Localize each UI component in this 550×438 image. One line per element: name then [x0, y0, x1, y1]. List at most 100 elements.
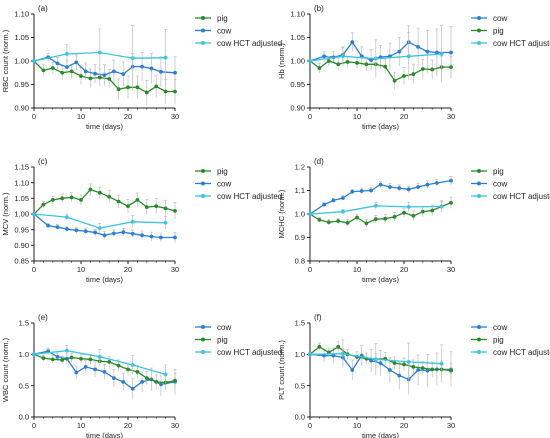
chart-panel: (f) 0 10 20 30 0.0 0.5 1.0 1.5 time (days) PLT cou…: [277, 313, 550, 438]
x-tick-label: 20: [124, 112, 132, 121]
y-tick-label: 0.95: [14, 225, 29, 234]
data-point: [341, 351, 345, 356]
series-cow_hct: [32, 212, 168, 233]
data-point: [32, 59, 36, 63]
data-point: [116, 87, 121, 92]
chart-panel: (e) 0 10 20 30 0.0 0.5 1.0 1.5 time (days) WBC cou…: [1, 313, 282, 438]
data-point: [439, 361, 444, 366]
data-point: [88, 187, 93, 192]
data-point: [65, 227, 69, 231]
data-point: [135, 85, 140, 90]
data-point: [116, 199, 121, 204]
y-tick-label: 0.0: [295, 413, 305, 422]
data-point: [83, 69, 88, 74]
panel-tag: (c): [38, 157, 48, 166]
data-point: [102, 233, 107, 238]
legend-swatch-marker: [201, 28, 205, 33]
data-point: [93, 71, 97, 76]
data-point: [107, 194, 112, 199]
data-point: [326, 59, 331, 63]
y-tick-label: 1.2: [295, 163, 305, 172]
legend-label: cow: [217, 323, 231, 332]
y-tick-label: 1.10: [14, 10, 29, 19]
data-point: [369, 58, 373, 62]
data-point: [383, 216, 388, 221]
data-point: [341, 196, 345, 200]
y-tick-label: 1.1: [295, 186, 305, 195]
data-point: [378, 361, 383, 366]
y-axis-title: Hb (norm.): [277, 43, 286, 79]
data-point: [74, 60, 79, 65]
legend-label: cow: [217, 27, 231, 36]
data-point: [97, 50, 102, 55]
legend: pig cow cow HCT adjusted: [195, 14, 282, 48]
data-point: [50, 357, 55, 362]
data-point: [430, 208, 435, 213]
panel-tag: (f): [314, 313, 322, 322]
data-point: [341, 54, 345, 59]
data-point: [60, 70, 65, 75]
legend-swatch-marker: [477, 28, 481, 33]
series-pig: [308, 341, 453, 379]
data-point: [336, 219, 341, 223]
data-point: [341, 209, 345, 214]
panel-tag: (b): [314, 4, 324, 13]
series-cow_hct: [308, 339, 444, 383]
data-point: [130, 386, 135, 391]
data-point: [135, 198, 140, 202]
data-point: [317, 217, 322, 222]
data-point: [420, 67, 425, 71]
legend-swatch-marker: [477, 337, 481, 342]
data-point: [140, 233, 145, 238]
data-point: [163, 206, 168, 211]
x-tick-label: 30: [447, 265, 455, 274]
legend-swatch-marker: [477, 325, 481, 329]
y-tick-label: 0.0: [19, 413, 29, 422]
data-point: [79, 198, 83, 202]
legend-label: cow HCT adjusted: [493, 39, 550, 48]
data-point: [402, 362, 406, 367]
data-point: [416, 185, 420, 189]
x-tick-label: 30: [447, 112, 455, 121]
data-point: [88, 76, 93, 81]
data-point: [55, 225, 60, 230]
x-tick-label: 30: [171, 421, 179, 430]
legend: pig cow cow HCT adjusted: [471, 167, 550, 201]
data-point: [69, 69, 74, 74]
series-line: [33, 188, 176, 215]
series-cow_hct: [308, 25, 444, 83]
data-point: [65, 215, 69, 220]
x-tick-label: 0: [32, 265, 36, 274]
y-axis-title: WBC count (norm.): [1, 337, 10, 402]
data-point: [65, 52, 69, 56]
series-cow_hct: [32, 24, 168, 92]
data-point: [163, 372, 168, 377]
data-point: [173, 235, 177, 240]
data-point: [449, 178, 453, 183]
legend-swatch-marker: [477, 181, 481, 186]
data-point: [74, 370, 79, 375]
data-point: [130, 231, 135, 236]
data-point: [173, 89, 177, 94]
data-point: [32, 212, 36, 216]
legend-label: cow: [493, 180, 507, 189]
data-point: [388, 368, 392, 372]
data-point: [378, 182, 383, 187]
data-point: [435, 50, 439, 55]
y-axis-title: MCV (norm.): [1, 192, 10, 235]
data-point: [154, 84, 159, 89]
data-point: [173, 208, 177, 213]
data-point: [350, 189, 355, 194]
x-tick-label: 30: [171, 112, 179, 121]
data-point: [32, 352, 36, 357]
data-point: [50, 66, 55, 70]
data-point: [149, 66, 154, 71]
data-point: [350, 40, 355, 45]
data-point: [126, 85, 130, 90]
legend-label: cow HCT adjusted: [217, 192, 282, 201]
data-point: [322, 54, 326, 59]
series-line: [33, 353, 176, 384]
y-tick-label: 0.90: [14, 241, 29, 250]
data-point: [83, 229, 88, 234]
